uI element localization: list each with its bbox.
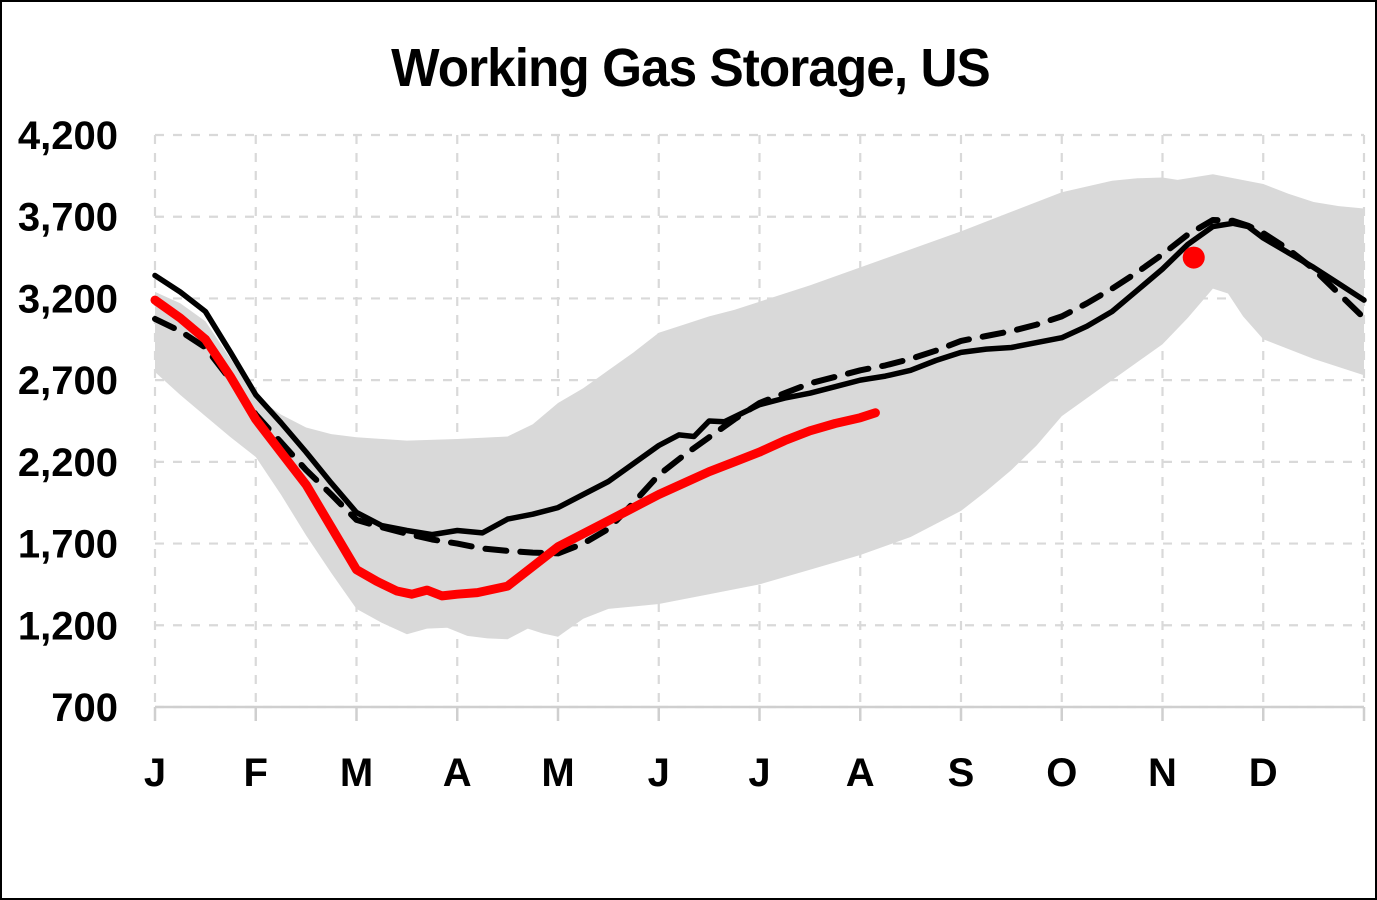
svg-text:S: S [948, 751, 975, 795]
svg-text:2,700: 2,700 [18, 359, 118, 403]
svg-text:4,200: 4,200 [18, 114, 118, 158]
svg-text:O: O [1046, 751, 1077, 795]
svg-text:N: N [1148, 751, 1177, 795]
svg-text:J: J [648, 751, 670, 795]
svg-text:D: D [1249, 751, 1278, 795]
svg-text:2,200: 2,200 [18, 441, 118, 485]
svg-text:700: 700 [51, 686, 118, 730]
svg-text:M: M [541, 751, 574, 795]
svg-text:3,700: 3,700 [18, 196, 118, 240]
chart-legend: 5-Yr Range Last Year Five-Year Avg This … [2, 798, 1375, 898]
chart-title: Working Gas Storage, US [391, 38, 991, 98]
svg-text:3,200: 3,200 [18, 277, 118, 321]
svg-text:M: M [340, 751, 373, 795]
svg-text:A: A [846, 751, 875, 795]
svg-text:F: F [244, 751, 268, 795]
svg-text:1,700: 1,700 [18, 523, 118, 567]
svg-text:J: J [144, 751, 166, 795]
svg-text:1,200: 1,200 [18, 604, 118, 648]
storage-line-chart: 700 1,200 1,700 2,200 2,700 3,200 3,700 4,200 J F… [18, 114, 1367, 795]
svg-text:J: J [748, 751, 770, 795]
svg-text:A: A [443, 751, 472, 795]
